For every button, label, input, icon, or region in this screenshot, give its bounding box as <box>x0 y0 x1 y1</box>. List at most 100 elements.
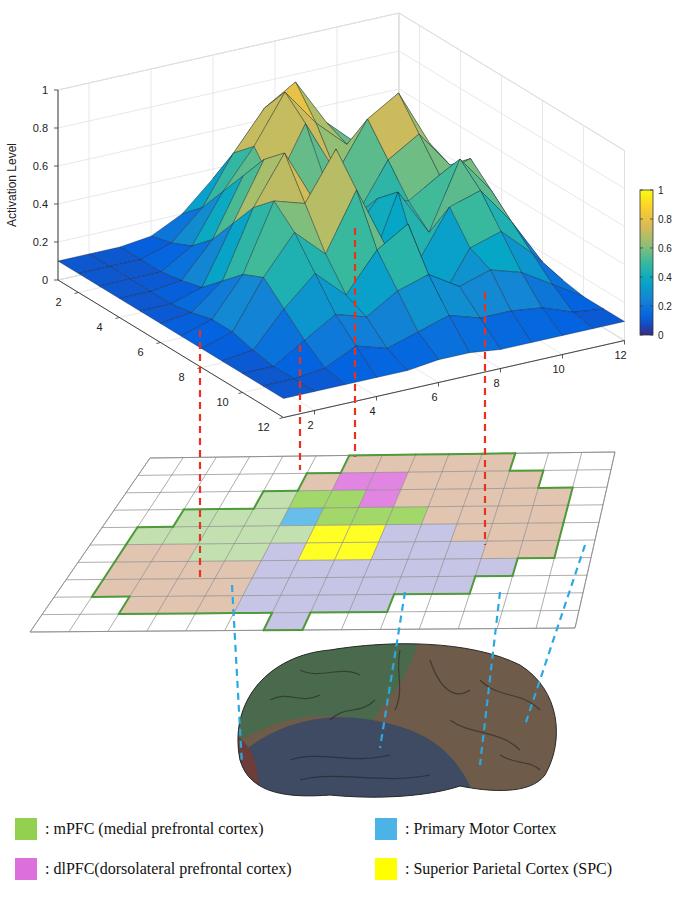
brain-outline <box>482 452 515 454</box>
brain-outline <box>303 613 311 631</box>
colorbar-tick <box>640 219 643 220</box>
grid-line <box>151 69 152 259</box>
grid-line <box>89 83 90 273</box>
brain-sulcus <box>500 755 540 770</box>
brain-outline <box>119 613 157 615</box>
map-grid-line <box>69 458 183 632</box>
figure: 00.20.40.60.812468101224681012Activation… <box>0 0 685 900</box>
colorbar-tick <box>640 248 643 249</box>
brain-outline <box>138 526 174 528</box>
colorbar-tick <box>650 248 653 249</box>
brain-outline <box>173 509 184 526</box>
brain-edge <box>238 644 556 797</box>
colorbar <box>640 190 653 335</box>
tick-mark <box>157 343 161 344</box>
brain-outline <box>510 469 544 471</box>
colorbar-label: 1 <box>658 185 664 196</box>
legend-label: : mPFC (medial prefrontal cortex) <box>45 820 264 838</box>
red-connector <box>299 345 301 470</box>
brain-outline <box>234 612 272 614</box>
brain <box>222 635 556 805</box>
brain-outline <box>564 505 569 523</box>
brain-outline <box>92 596 130 598</box>
colorbar-label: 0.8 <box>658 214 672 225</box>
tick-mark <box>54 90 58 91</box>
brain-sulcus <box>330 700 375 720</box>
brain-outline <box>341 455 350 472</box>
tick-label: 1 <box>42 84 48 96</box>
brain-outline <box>264 629 303 631</box>
region-cell <box>438 559 481 577</box>
region-cell <box>481 541 523 559</box>
blue-connector <box>480 592 500 765</box>
brain-outline <box>311 611 349 613</box>
brain-outline <box>470 576 476 594</box>
blue-connector <box>232 585 242 765</box>
colorbar-tick <box>640 335 643 336</box>
brain-outline <box>568 488 573 506</box>
brain-outline <box>298 473 307 490</box>
tick-label: 0 <box>42 274 48 286</box>
map-grid-line <box>78 558 591 563</box>
tick-mark <box>54 204 58 205</box>
brain-outline <box>307 472 341 474</box>
tick-label: 4 <box>96 321 102 333</box>
brain-outline <box>219 508 254 510</box>
map-grid-line <box>138 470 611 476</box>
region-cell <box>457 506 498 524</box>
surface-patch <box>254 153 306 208</box>
brain-outline <box>387 594 394 612</box>
brain-sulcus <box>300 775 430 780</box>
map-plane <box>30 452 615 632</box>
tick-label: 10 <box>552 363 564 375</box>
tick-label: 2 <box>55 296 61 308</box>
region-cell <box>493 506 534 524</box>
tick-mark <box>314 411 315 415</box>
region-cell <box>523 523 564 541</box>
map-grid-line <box>126 487 607 493</box>
region-cell <box>408 541 451 559</box>
region-cell <box>432 576 476 594</box>
tick-label: 6 <box>137 346 143 358</box>
colorbar-tick <box>650 277 653 278</box>
brain-outline <box>119 597 130 614</box>
tick-label: 0.2 <box>33 236 48 248</box>
brain-outline <box>554 540 559 558</box>
map-grid-line <box>114 505 603 510</box>
legend-label: : Primary Motor Cortex <box>405 820 557 838</box>
colorbar-tick <box>640 277 643 278</box>
brain-outline <box>538 470 543 488</box>
brain-outline <box>432 593 470 595</box>
blue-connector <box>380 592 405 748</box>
brain-outline <box>92 579 103 596</box>
tick-label: 4 <box>369 405 375 417</box>
region-cell <box>498 488 538 506</box>
grid-line <box>583 126 584 316</box>
region-cell <box>476 453 516 471</box>
tick-label: 2 <box>307 419 313 431</box>
brain-outline <box>264 613 273 630</box>
tick-label: 0.4 <box>33 198 48 210</box>
legend: : mPFC (medial prefrontal cortex): dlPFC… <box>15 818 612 880</box>
brain-outline <box>103 562 114 579</box>
tick-mark <box>116 318 120 319</box>
colorbar-label: 0 <box>658 330 664 341</box>
axis-line <box>58 90 59 280</box>
tick-label: 8 <box>178 371 184 383</box>
tick-mark <box>280 418 284 419</box>
brain-outline <box>449 453 482 455</box>
grid-line <box>399 13 625 151</box>
legend-swatch <box>375 818 397 840</box>
tick-mark <box>376 397 377 401</box>
tick-label: 0.8 <box>33 122 48 134</box>
brain-outline <box>115 545 126 562</box>
brain-sulcus <box>270 695 320 700</box>
tick-label: 12 <box>614 349 626 361</box>
brain-sulcus <box>290 755 390 760</box>
brain-outline <box>394 593 432 595</box>
tick-mark <box>562 355 563 359</box>
tick-mark <box>54 166 58 167</box>
colorbar-label: 0.2 <box>658 301 672 312</box>
region-cell <box>518 540 559 558</box>
brain-sulcus <box>300 670 360 675</box>
